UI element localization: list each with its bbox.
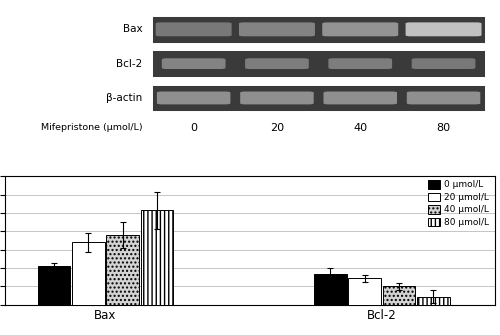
Text: 40: 40 [353, 123, 368, 133]
FancyBboxPatch shape [240, 91, 314, 105]
Bar [152, 84, 485, 111]
FancyBboxPatch shape [412, 58, 476, 69]
Text: Bcl-2: Bcl-2 [116, 59, 142, 69]
Bar [348, 278, 381, 305]
Text: Mifepristone (μmol/L): Mifepristone (μmol/L) [40, 124, 142, 132]
Bar [314, 274, 347, 305]
Bar [417, 296, 450, 305]
Bar [152, 50, 485, 77]
FancyBboxPatch shape [245, 58, 309, 69]
FancyBboxPatch shape [324, 91, 397, 105]
FancyBboxPatch shape [239, 22, 315, 36]
Text: 80: 80 [436, 123, 450, 133]
Text: 0: 0 [190, 123, 197, 133]
Text: 20: 20 [270, 123, 284, 133]
Bar [38, 266, 70, 305]
Bar [106, 235, 139, 305]
FancyBboxPatch shape [406, 22, 481, 36]
FancyBboxPatch shape [328, 58, 392, 69]
Bar [152, 16, 485, 43]
FancyBboxPatch shape [407, 91, 480, 105]
Text: β-actin: β-actin [106, 93, 142, 103]
Bar [72, 242, 104, 305]
Bar [382, 286, 416, 305]
FancyBboxPatch shape [157, 91, 230, 105]
FancyBboxPatch shape [162, 58, 226, 69]
Legend: 0 μmol/L, 20 μmol/L, 40 μmol/L, 80 μmol/L: 0 μmol/L, 20 μmol/L, 40 μmol/L, 80 μmol/… [426, 178, 490, 229]
Bar [140, 210, 173, 305]
Text: Bax: Bax [122, 24, 142, 35]
FancyBboxPatch shape [156, 22, 232, 36]
FancyBboxPatch shape [322, 22, 398, 36]
